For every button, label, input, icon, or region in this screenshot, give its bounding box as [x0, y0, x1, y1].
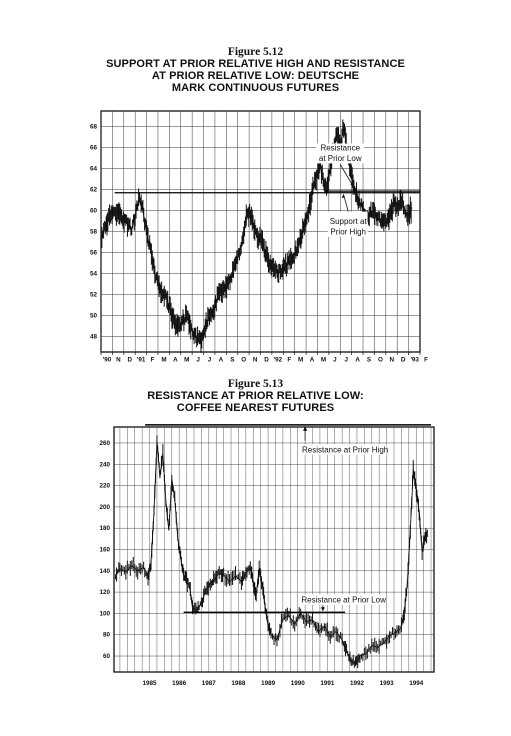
- y-tick-label: 66: [90, 145, 98, 152]
- y-tick-label: 220: [99, 483, 110, 490]
- coffee-futures-chart: 60 80 100 120 140 160 180 200 220 240 260 1985 1986 1…: [99, 424, 435, 687]
- x-tick-label: 1987: [202, 680, 217, 687]
- x-tick-label: D: [128, 357, 133, 364]
- chart-title-line-3: MARK CONTINUOUS FUTURES: [171, 82, 340, 94]
- x-tick-label: S: [367, 357, 371, 364]
- chart-title-line-1: SUPPORT AT PRIOR RELATIVE HIGH AND RESIS…: [106, 58, 405, 70]
- x-tick-label: 1990: [291, 680, 306, 687]
- price-line: [115, 440, 429, 665]
- y-tick-label: 60: [103, 653, 111, 660]
- y-tick-label: 80: [103, 632, 111, 639]
- figure-label: Figure 5.13: [227, 378, 284, 390]
- x-tick-label: M: [321, 357, 326, 364]
- annotation-background: [303, 594, 384, 605]
- figure-5-12-caption: Figure 5.12 SUPPORT AT PRIOR RELATIVE HI…: [0, 46, 511, 94]
- y-tick-label: 260: [99, 440, 110, 447]
- chart-title-line-2: AT PRIOR RELATIVE LOW: DEUTSCHE: [151, 70, 360, 82]
- annotation-prior-high: Resistance at Prior High: [302, 445, 388, 454]
- y-tick-label: 50: [90, 312, 98, 319]
- annotation-background: [327, 211, 368, 237]
- x-tick-label: M: [184, 357, 189, 364]
- x-tick-label: M: [161, 357, 166, 364]
- annotation-resistance-line-2: at Prior Low: [319, 154, 362, 163]
- x-tick-label: F: [151, 357, 155, 364]
- price-line: [100, 126, 413, 343]
- x-tick-label: '90: [103, 357, 112, 364]
- x-tick-label: 1988: [231, 680, 246, 687]
- annotation-support-line-2: Prior High: [330, 228, 366, 237]
- x-tick-label: F: [424, 357, 428, 364]
- x-tick-label: 1993: [380, 680, 395, 687]
- y-tick-label: 64: [90, 166, 98, 173]
- x-tick-label: N: [390, 357, 395, 364]
- x-tick-label: J: [196, 357, 200, 364]
- annotation-support-line-1: Support at: [330, 217, 368, 226]
- y-tick-label: 160: [99, 547, 110, 554]
- annotation-background: [303, 444, 387, 455]
- annotation-arrowhead: [320, 607, 325, 612]
- y-tick-label: 200: [99, 504, 110, 511]
- x-tick-label: S: [230, 357, 234, 364]
- y-tick-label: 54: [90, 270, 98, 277]
- chart-title-line-2: COFFEE NEAREST FUTURES: [176, 402, 335, 414]
- x-tick-label: '93: [410, 357, 419, 364]
- x-tick-label: N: [253, 357, 258, 364]
- x-tick-label: 1989: [261, 680, 276, 687]
- x-tick-label: '92: [274, 357, 283, 364]
- x-tick-label: J: [344, 357, 348, 364]
- x-tick-label: 1992: [350, 680, 365, 687]
- y-tick-label: 48: [90, 333, 98, 340]
- x-tick-label: D: [401, 357, 406, 364]
- x-tick-label: J: [333, 357, 337, 364]
- y-tick-label: 140: [99, 568, 110, 575]
- x-tick-label: F: [287, 357, 291, 364]
- x-tick-label: A: [173, 357, 178, 364]
- x-tick-label: A: [310, 357, 315, 364]
- figure-5-13-caption: Figure 5.13 RESISTANCE AT PRIOR RELATIVE…: [0, 378, 511, 414]
- x-tick-label: '91: [137, 357, 146, 364]
- x-tick-label: 1985: [143, 680, 158, 687]
- y-tick-label: 240: [99, 461, 110, 468]
- y-tick-label: 68: [90, 124, 98, 131]
- y-tick-label: 100: [99, 610, 110, 617]
- annotation-prior-low: Resistance at Prior Low: [301, 596, 386, 605]
- x-tick-label: J: [208, 357, 212, 364]
- y-tick-label: 60: [90, 208, 98, 215]
- y-tick-label: 56: [90, 249, 98, 256]
- y-tick-label: 52: [90, 291, 98, 298]
- y-tick-label: 120: [99, 589, 110, 596]
- y-tick-label: 180: [99, 525, 110, 532]
- annotation-arrowhead: [341, 193, 345, 198]
- x-tick-label: O: [378, 357, 383, 364]
- x-tick-label: O: [241, 357, 246, 364]
- y-tick-label: 62: [90, 187, 98, 194]
- annotation-arrowhead: [350, 182, 354, 188]
- x-tick-label: D: [264, 357, 269, 364]
- x-tick-label: N: [116, 357, 121, 364]
- x-tick-label: 1986: [172, 680, 187, 687]
- annotation-resistance-line-1: Resistance: [320, 144, 360, 153]
- x-tick-label: 1994: [409, 680, 424, 687]
- y-tick-label: 58: [90, 229, 98, 236]
- chart-title-line-1: RESISTANCE AT PRIOR RELATIVE LOW:: [147, 390, 364, 402]
- figure-label: Figure 5.12: [227, 46, 284, 58]
- annotation-arrowhead: [303, 425, 308, 431]
- deutsche-mark-chart: '90 N D '91 F M A M J J A S O N D '92 F M A M J J A S O N D '93 F485…: [90, 110, 428, 364]
- x-tick-label: 1991: [320, 680, 335, 687]
- x-tick-label: A: [355, 357, 360, 364]
- x-tick-label: M: [298, 357, 303, 364]
- x-tick-label: A: [219, 357, 224, 364]
- annotation-background: [316, 143, 365, 164]
